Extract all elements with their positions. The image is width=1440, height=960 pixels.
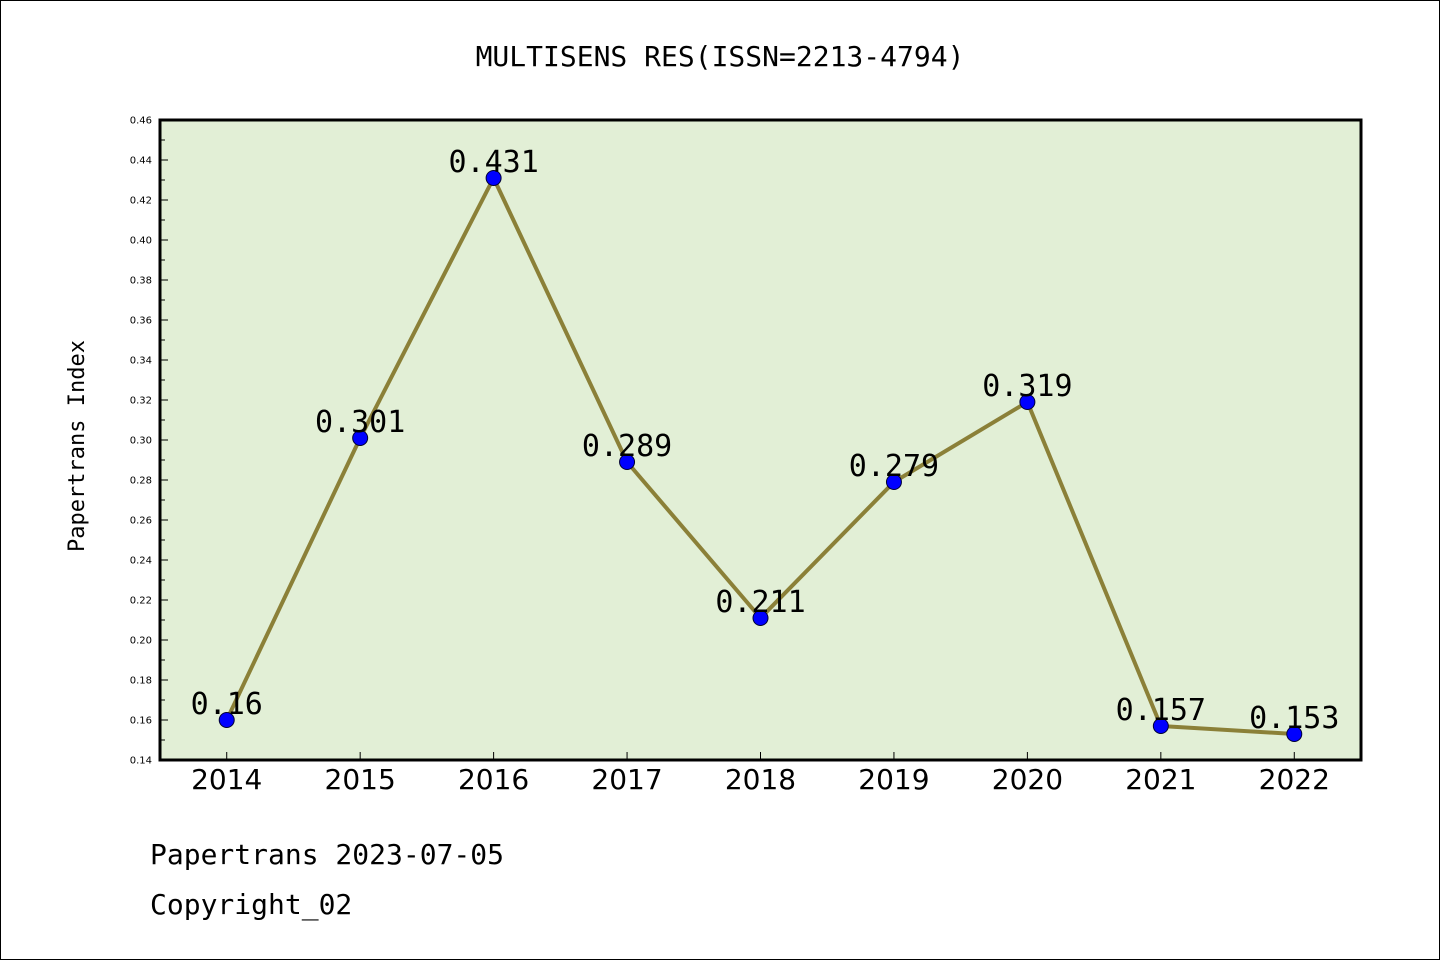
data-label: 0.153 <box>1249 701 1339 736</box>
data-point-marker <box>752 610 769 626</box>
y-tick-label: 0.38 <box>130 276 152 287</box>
y-tick-label: 0.18 <box>130 676 152 687</box>
x-tick-label: 2017 <box>591 763 662 796</box>
y-tick-label: 0.20 <box>130 636 152 647</box>
y-tick-label: 0.28 <box>130 476 152 487</box>
x-tick-label: 2022 <box>1259 763 1330 796</box>
y-axis-label: Papertrans Index <box>65 340 90 552</box>
x-tick-label: 2015 <box>325 763 396 796</box>
data-label: 0.289 <box>582 429 672 464</box>
data-point-marker <box>1286 726 1303 742</box>
y-tick-label: 0.16 <box>130 716 152 727</box>
y-tick-label: 0.24 <box>130 556 152 567</box>
data-label: 0.431 <box>448 145 538 180</box>
y-tick-label: 0.44 <box>130 156 152 167</box>
y-axis: 0.14 0.16 0.18 0.20 0.22 0.24 0.26 0.28 0.30 0.32… <box>130 116 168 767</box>
y-tick-label: 0.14 <box>130 756 152 767</box>
y-tick-label: 0.30 <box>130 436 152 447</box>
data-label: 0.16 <box>191 687 263 722</box>
x-tick-label: 2019 <box>858 763 929 796</box>
data-label: 0.157 <box>1116 693 1206 728</box>
data-point-marker <box>1152 718 1169 734</box>
footer-copyright: Copyright_02 <box>150 888 352 922</box>
data-point-marker <box>485 170 502 186</box>
plot-area <box>158 118 1363 762</box>
y-tick-label: 0.42 <box>130 196 152 207</box>
data-point-marker <box>1019 394 1036 410</box>
footer-date: Papertrans 2023-07-05 <box>150 838 504 871</box>
y-tick-label: 0.22 <box>130 596 152 607</box>
y-tick-label: 0.36 <box>130 316 152 327</box>
x-tick-label: 2016 <box>458 763 529 796</box>
y-tick-label: 0.34 <box>130 356 152 367</box>
x-tick-label: 2018 <box>725 763 796 796</box>
data-point-marker <box>218 712 235 728</box>
x-tick-label: 2014 <box>191 763 262 796</box>
chart-title: MULTISENS RES(ISSN=2213-4794) <box>476 40 965 73</box>
x-tick-label: 2021 <box>1125 763 1196 796</box>
series-line-group <box>218 170 1303 742</box>
y-tick-label: 0.26 <box>130 516 152 527</box>
data-point-marker <box>352 430 369 446</box>
x-tick-label: 2020 <box>992 763 1063 796</box>
y-tick-label: 0.40 <box>130 236 152 247</box>
data-label: 0.279 <box>849 449 939 484</box>
data-label: 0.301 <box>315 405 405 440</box>
data-label: 0.319 <box>982 369 1072 404</box>
y-tick-label: 0.32 <box>130 396 152 407</box>
x-axis: 2014 2015 2016 2017 2018 2019 2020 2021 2022 <box>191 752 1330 796</box>
data-label: 0.211 <box>715 585 805 620</box>
y-tick-label: 0.46 <box>130 116 152 127</box>
data-labels: 0.16 0.301 0.431 0.289 0.211 0.279 0.319 0.157 0… <box>191 145 1340 736</box>
data-point-marker <box>885 474 902 490</box>
data-point-marker <box>619 454 636 470</box>
